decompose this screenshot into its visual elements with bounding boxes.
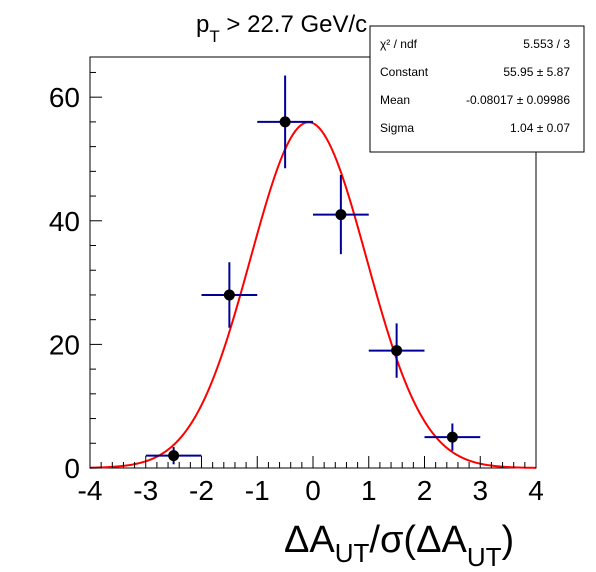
y-tick-label: 40 xyxy=(49,206,80,237)
x-tick-label: 0 xyxy=(305,475,321,506)
x-tick-label: 1 xyxy=(361,475,377,506)
x-tick-label: 4 xyxy=(528,475,544,506)
stats-value: 1.04 ± 0.07 xyxy=(510,121,570,135)
xlabel-delta1: ΔA xyxy=(284,519,335,561)
point-marker xyxy=(446,431,458,443)
stats-label: χ² / ndf xyxy=(380,37,418,51)
stats-label: Constant xyxy=(380,65,429,79)
point-marker xyxy=(168,450,180,462)
point-marker xyxy=(279,116,291,128)
y-axis-ticks: 0 20 40 60 xyxy=(49,71,102,484)
xlabel-close: ) xyxy=(501,519,514,561)
x-tick-label: -4 xyxy=(78,475,103,506)
point-marker xyxy=(223,289,235,301)
x-tick-label: 2 xyxy=(417,475,433,506)
x-tick-label: -3 xyxy=(133,475,158,506)
xlabel-sub2: UT xyxy=(467,542,502,572)
data-point xyxy=(368,323,425,378)
stats-value: -0.08017 ± 0.09986 xyxy=(466,93,570,107)
chart-title: pT > 22.7 GeV/c xyxy=(196,11,367,46)
fit-stats-box: χ² / ndf 5.553 / 3 Constant 55.95 ± 5.87 Mea… xyxy=(369,25,585,153)
gaussian-fit-curve xyxy=(89,121,537,469)
data-point xyxy=(145,446,202,465)
stats-label: Mean xyxy=(380,93,410,107)
x-tick-label: -1 xyxy=(245,475,270,506)
stats-label: Sigma xyxy=(380,121,414,135)
point-marker xyxy=(335,209,347,221)
xlabel-sub1: UT xyxy=(335,538,370,568)
title-subscript: T xyxy=(209,27,219,46)
title-p: p xyxy=(196,11,209,38)
x-tick-label: 3 xyxy=(472,475,488,506)
x-axis-ticks: -4 -3 -2 -1 0 1 2 3 4 xyxy=(78,456,544,506)
data-points xyxy=(145,75,481,465)
x-tick-label: -2 xyxy=(189,475,214,506)
data-point xyxy=(313,175,369,255)
data-point xyxy=(424,423,481,451)
stats-value: 5.553 / 3 xyxy=(523,37,570,51)
xlabel-mid: /σ(ΔA xyxy=(369,519,467,561)
x-axis-title: ΔAUT/σ(ΔAUT) xyxy=(284,519,514,572)
y-tick-label: 0 xyxy=(64,453,80,484)
title-rest: > 22.7 GeV/c xyxy=(220,11,367,38)
y-tick-label: 60 xyxy=(49,82,80,113)
stats-value: 55.95 ± 5.87 xyxy=(503,65,570,79)
data-point xyxy=(201,262,258,328)
data-point xyxy=(257,75,313,169)
point-marker xyxy=(391,345,403,357)
y-tick-label: 20 xyxy=(49,329,80,360)
